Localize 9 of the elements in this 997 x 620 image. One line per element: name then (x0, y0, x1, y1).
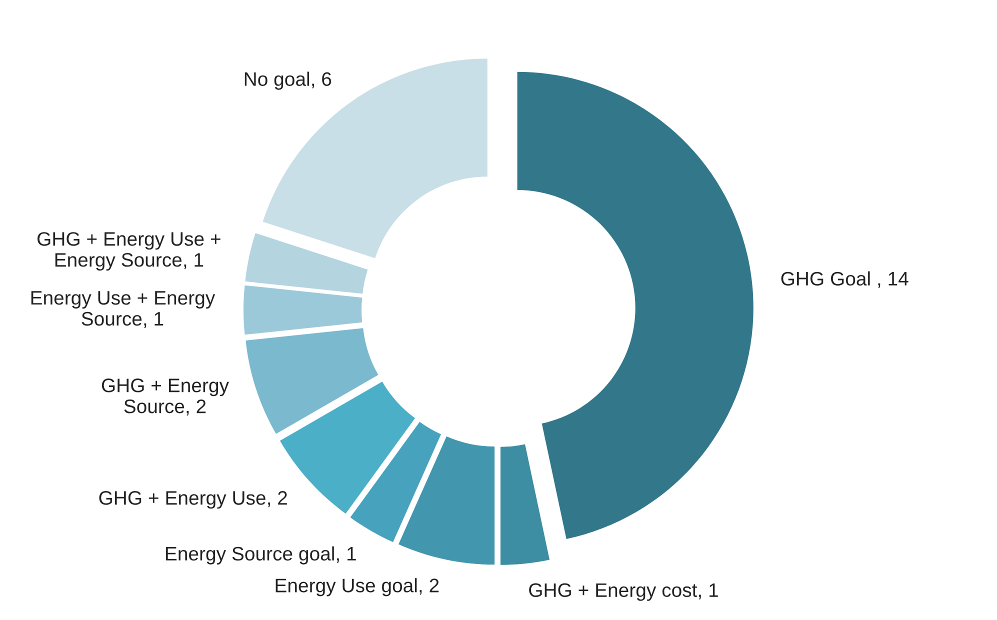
slice-label: No goal, 6 (244, 72, 332, 90)
slice-label: Energy Use goal, 2 (276, 578, 439, 596)
slice-label: GHG Goal , 14 (781, 271, 908, 288)
slice-label: GHG + Energy Use, 2 (99, 491, 287, 509)
slice-label: GHG + Energy cost, 1 (529, 583, 718, 601)
slice-label: Energy Source goal, 1 (166, 546, 356, 564)
slice-label: GHG + Energy Use + Energy Source, 1 (38, 232, 220, 271)
slice-label: Energy Use + Energy Source, 1 (31, 291, 216, 328)
slice-label: GHG + Energy Source, 2 (102, 378, 229, 416)
